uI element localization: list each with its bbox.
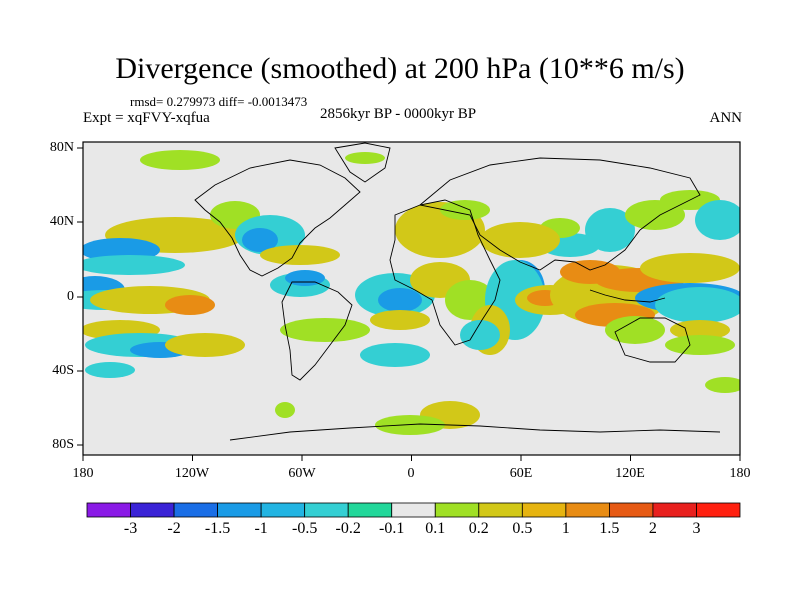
experiment-label: Expt = xqFVY-xqfua (83, 110, 210, 126)
anomaly-patch-yellow (640, 253, 740, 283)
coastlines (194, 142, 721, 441)
colorbar-swatch (304, 502, 349, 518)
colorbar-swatch (609, 502, 654, 518)
lat-ticks (77, 147, 83, 446)
lat-label-80s: 80S (52, 437, 74, 452)
anomaly-patch-cyan (85, 362, 135, 378)
lat-label-eq: 0 (67, 289, 74, 304)
rmsd-diff-stats: rmsd= 0.279973 diff= -0.0013473 (130, 94, 308, 109)
colorbar-label: 3 (692, 520, 701, 537)
colorbar-label: 2 (648, 520, 657, 537)
season-label: ANN (709, 110, 743, 126)
colorbar-swatch (652, 502, 697, 518)
coast-australia (614, 317, 691, 363)
anomaly-patch-yellow (480, 222, 560, 258)
anomaly-patch-green (275, 402, 295, 418)
colorbar-label: -0.2 (335, 520, 361, 537)
lon-label-120w: 120W (174, 466, 210, 481)
lon-ticks (82, 455, 741, 461)
lon-label-0: 0 (407, 466, 415, 481)
lon-label-180w: 180 (72, 466, 94, 481)
coast-north-america (194, 159, 361, 277)
lon-label-60e: 60E (509, 466, 533, 481)
colorbar (86, 502, 741, 518)
anomaly-patch-green (605, 316, 665, 344)
anomaly-patch-yellow (670, 320, 730, 340)
colorbar-label: 0.5 (512, 520, 533, 537)
anomaly-patch-green (440, 200, 490, 220)
colorbar-label: -0.1 (379, 520, 405, 537)
colorbar-swatch (434, 502, 480, 518)
anomaly-patch-orange (165, 295, 215, 315)
anomaly-patch-green (345, 152, 385, 164)
colorbar-label: 1.5 (599, 520, 620, 537)
lon-label-60w: 60W (288, 466, 316, 481)
anomaly-patch-cyan (695, 200, 740, 240)
lon-label-120e: 120E (615, 466, 645, 481)
colorbar-label: -3 (123, 520, 138, 537)
colorbar-label: -1 (254, 520, 268, 537)
colorbar-label: 0.1 (425, 520, 446, 537)
colorbar-swatch (347, 502, 393, 518)
anomaly-patch-cyan (655, 287, 740, 323)
coast-indonesia (589, 289, 666, 303)
coast-eurasia (418, 157, 701, 271)
anomaly-patch-green (705, 377, 740, 393)
anomaly-patch-green (665, 335, 735, 355)
colorbar-swatch (696, 502, 741, 518)
anomaly-patch-yellow (165, 333, 245, 357)
colorbar-swatch (565, 502, 610, 518)
colorbar-swatch (173, 502, 218, 518)
lon-label-180e: 180 (729, 466, 751, 481)
coast-south-america (281, 281, 353, 381)
anomaly-patch-green (140, 150, 220, 170)
colorbar-label: 0.2 (468, 520, 489, 537)
divergence-field (83, 142, 740, 455)
coast-europe-africa (389, 199, 501, 346)
anomaly-patch-cyan (460, 320, 500, 350)
colorbar-label: -2 (167, 520, 181, 537)
colorbar-label: -1.5 (204, 520, 231, 537)
anomaly-patch-cyan (360, 343, 430, 367)
colorbar-label: -0.5 (291, 520, 318, 537)
lat-label-40n: 40N (49, 214, 74, 229)
colorbar-swatch (130, 502, 175, 518)
colorbar-swatch (260, 502, 306, 518)
colorbar-swatch (478, 502, 523, 518)
anomaly-patch-blue (242, 228, 278, 252)
period-label: 2856kyr BP - 0000kyr BP (320, 106, 477, 122)
coast-antarctica (229, 423, 721, 441)
colorbar-swatch (521, 502, 567, 518)
anomaly-patch-green (625, 200, 685, 230)
colorbar-label: 1 (561, 520, 570, 537)
colorbar-swatch (217, 502, 262, 518)
anomaly-patch-yellow (370, 310, 430, 330)
coast-greenland (334, 142, 391, 183)
colorbar-swatch (86, 502, 131, 518)
lat-label-80n: 80N (49, 140, 74, 155)
anomaly-patch-yellow (260, 245, 340, 265)
anomaly-patch-green (280, 318, 370, 342)
map-title: Divergence (smoothed) at 200 hPa (10**6 … (115, 52, 685, 85)
colorbar-swatch (391, 502, 436, 518)
anomaly-patch-blue (378, 288, 422, 312)
lat-label-40s: 40S (52, 363, 74, 378)
anomaly-patch-cyan (83, 255, 185, 275)
